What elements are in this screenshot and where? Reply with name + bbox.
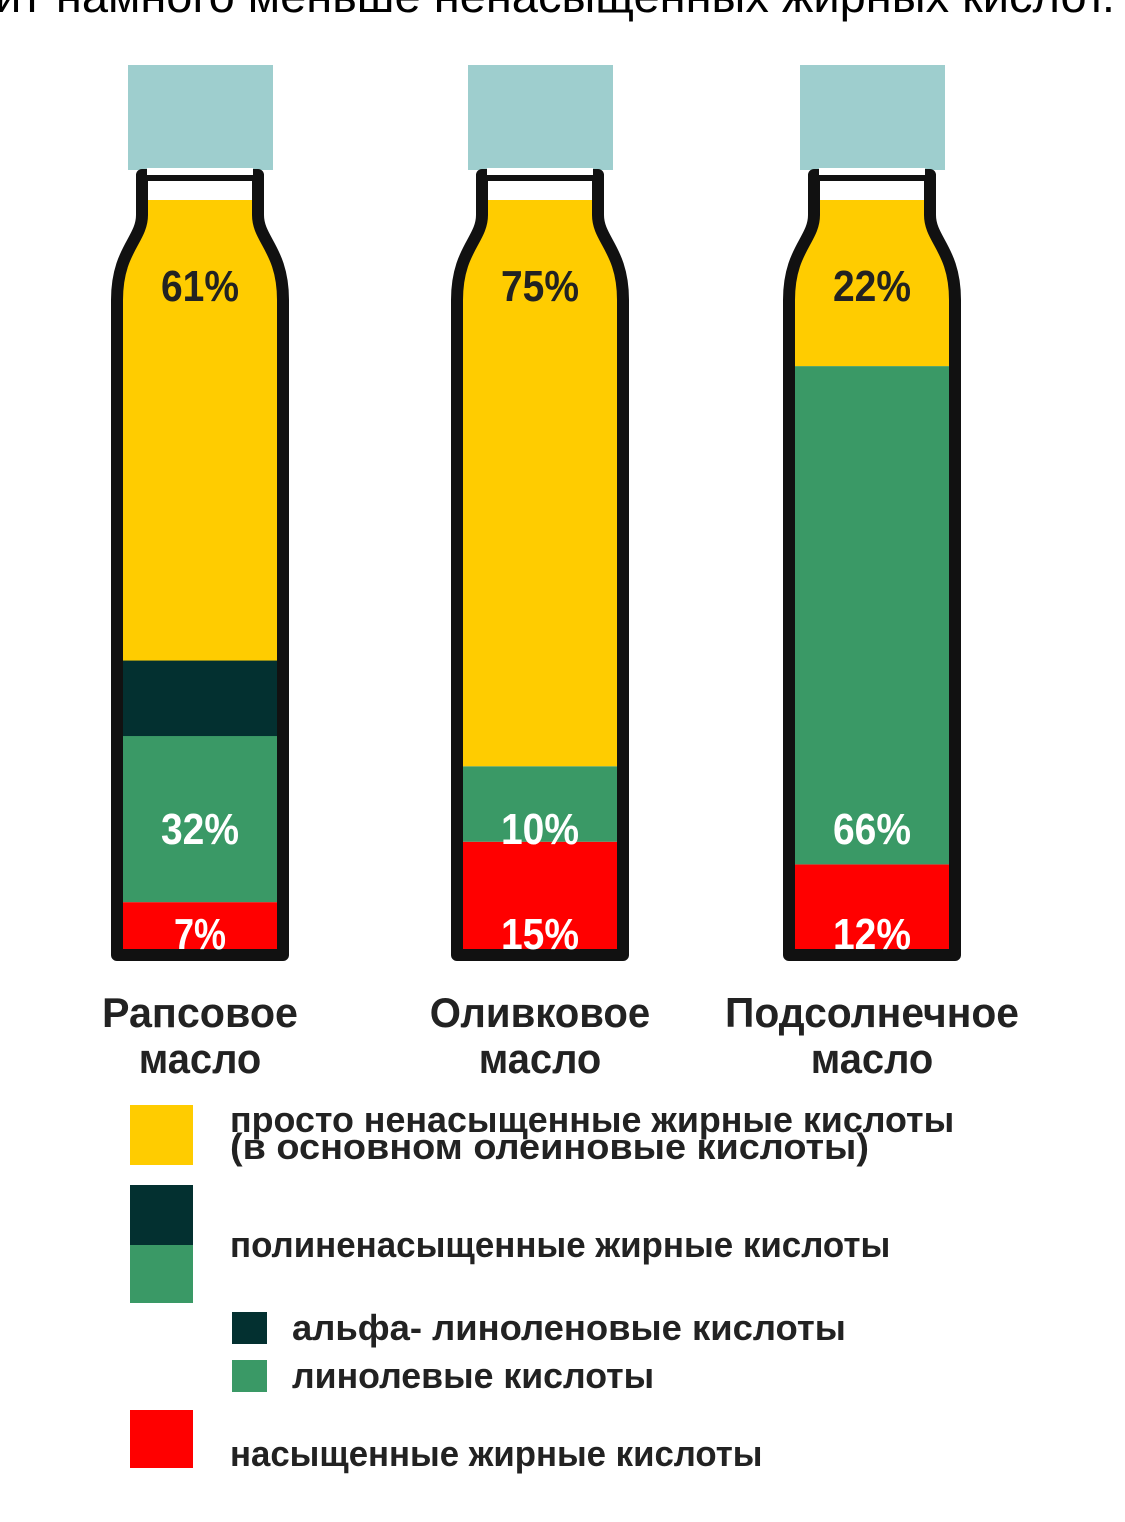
value-label: 10% <box>501 805 579 854</box>
legend-label: просто ненасыщенные жирные кислоты (в осн… <box>230 1099 954 1167</box>
bar-segment <box>457 766 623 842</box>
caption: ит намного меньше ненасыщенных жирных ки… <box>0 0 1115 22</box>
bar-segment <box>117 902 283 955</box>
value-label: 66% <box>833 805 911 854</box>
legend-swatch <box>130 1410 193 1468</box>
bottle-fill <box>457 200 623 955</box>
bottle-outline <box>111 169 289 961</box>
value-label: 15% <box>501 910 579 959</box>
value-label: 75% <box>501 262 579 311</box>
legend-label: альфа- линоленовые кислоты <box>292 1307 846 1348</box>
bar-segment <box>457 841 623 955</box>
bar-segment <box>117 200 283 661</box>
bottle-outline <box>783 169 961 961</box>
bottle-cap <box>128 65 273 170</box>
bottle-cap <box>800 65 945 170</box>
legend-label: насыщенные жирные кислоты <box>230 1433 763 1474</box>
category-label: Подсолнечное масло <box>725 989 1019 1082</box>
value-label: 7% <box>174 910 226 959</box>
category-label: Рапсовое масло <box>102 989 298 1082</box>
bottle-mouth <box>487 168 593 175</box>
value-label: 61% <box>161 262 239 311</box>
bar-segment <box>789 366 955 865</box>
bottle-outline <box>451 169 629 961</box>
bottle-mouth <box>147 168 253 175</box>
legend-swatch <box>232 1312 267 1344</box>
bottle-fill <box>789 200 955 955</box>
bar-segment <box>457 200 623 767</box>
bar-subsegment <box>117 660 283 737</box>
legend-label: полиненасыщенные жирные кислоты <box>230 1224 890 1265</box>
bottle-fill <box>117 200 283 955</box>
legend-label: линолевые кислоты <box>292 1355 654 1396</box>
bottle-mouth <box>819 168 925 175</box>
bar-segment <box>789 864 955 955</box>
value-label: 12% <box>833 910 911 959</box>
category-label: Оливковое масло <box>430 989 651 1082</box>
bottle-cap <box>468 65 613 170</box>
value-label: 22% <box>833 262 911 311</box>
legend-swatch <box>232 1360 267 1392</box>
value-label: 32% <box>161 805 239 854</box>
legend-swatch <box>130 1105 193 1165</box>
legend-swatch <box>130 1185 193 1245</box>
